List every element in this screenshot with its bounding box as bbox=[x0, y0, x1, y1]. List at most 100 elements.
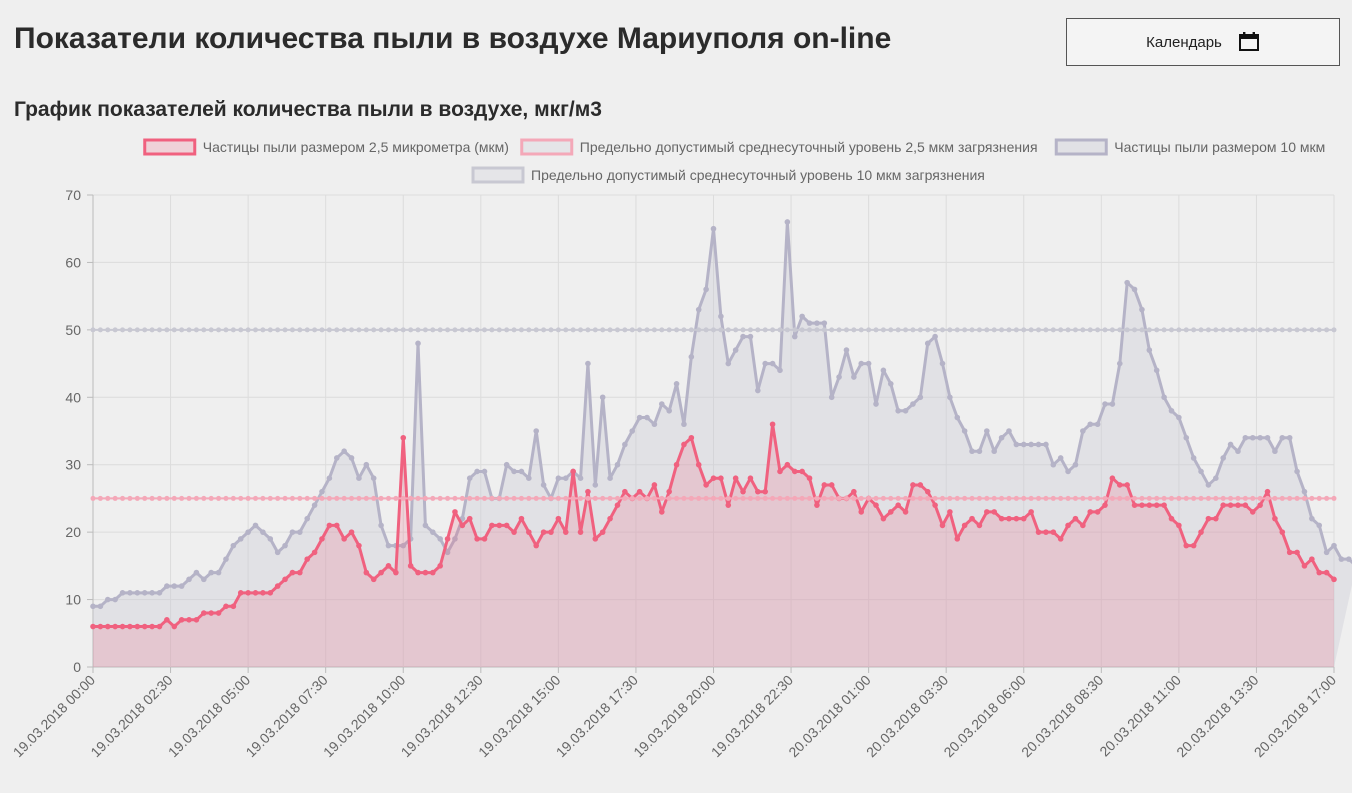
limit-point bbox=[393, 327, 399, 333]
limit-point bbox=[718, 327, 724, 333]
calendar-button[interactable]: Календарь bbox=[1066, 18, 1340, 66]
data-point bbox=[252, 590, 259, 596]
data-point bbox=[503, 461, 510, 468]
data-point bbox=[991, 509, 998, 515]
limit-point bbox=[1087, 495, 1093, 501]
limit-point bbox=[1272, 327, 1278, 333]
data-point bbox=[370, 475, 377, 482]
limit-point bbox=[511, 495, 517, 501]
limit-point bbox=[814, 327, 820, 333]
data-point bbox=[1235, 448, 1241, 455]
limit-point bbox=[733, 495, 739, 501]
limit-point bbox=[437, 327, 443, 333]
limit-point bbox=[1109, 495, 1115, 501]
limit-point bbox=[482, 327, 488, 333]
data-point bbox=[208, 610, 214, 616]
limit-point bbox=[363, 327, 369, 333]
data-point bbox=[710, 225, 717, 232]
data-point bbox=[1309, 556, 1315, 562]
limit-point bbox=[747, 327, 753, 333]
data-point bbox=[747, 333, 754, 340]
data-point bbox=[1043, 529, 1049, 535]
limit-point bbox=[378, 495, 384, 501]
data-point bbox=[777, 468, 783, 475]
data-point bbox=[710, 475, 717, 482]
x-tick-label: 20.03.2018 11:00 bbox=[1096, 672, 1184, 760]
data-point bbox=[799, 468, 805, 475]
data-point bbox=[814, 502, 820, 508]
data-point bbox=[607, 475, 613, 482]
data-point bbox=[260, 590, 266, 596]
y-tick-label: 10 bbox=[65, 592, 81, 608]
data-point bbox=[474, 536, 480, 542]
data-point bbox=[755, 387, 761, 394]
limit-point bbox=[1102, 327, 1108, 333]
data-point bbox=[718, 475, 724, 482]
data-point bbox=[969, 448, 975, 455]
limit-point bbox=[932, 327, 938, 333]
limit-point bbox=[607, 327, 613, 333]
data-point bbox=[1043, 441, 1049, 448]
data-point bbox=[104, 623, 111, 630]
data-point bbox=[1013, 515, 1020, 522]
limit-point bbox=[1168, 495, 1174, 501]
data-point bbox=[466, 515, 473, 522]
limit-point bbox=[888, 495, 894, 501]
data-point bbox=[1131, 502, 1138, 508]
data-point bbox=[112, 623, 118, 630]
data-point bbox=[1301, 488, 1308, 495]
data-point bbox=[614, 502, 621, 508]
data-point bbox=[193, 617, 200, 623]
limit-point bbox=[1235, 495, 1241, 501]
data-point bbox=[1080, 428, 1086, 434]
data-point bbox=[851, 488, 857, 495]
limit-point bbox=[637, 495, 643, 501]
data-point bbox=[1220, 455, 1226, 461]
limit-point bbox=[1013, 327, 1019, 333]
limit-point bbox=[747, 495, 753, 501]
data-point bbox=[799, 313, 805, 320]
limit-point bbox=[688, 495, 694, 501]
data-point bbox=[1345, 556, 1352, 562]
data-point bbox=[1065, 522, 1071, 529]
limit-point bbox=[1294, 327, 1300, 333]
data-point bbox=[954, 536, 961, 542]
data-point bbox=[548, 529, 554, 535]
data-point bbox=[1116, 482, 1123, 488]
limit-point bbox=[201, 495, 207, 501]
limit-point bbox=[319, 495, 325, 501]
limit-point bbox=[570, 327, 576, 333]
data-point bbox=[400, 434, 407, 441]
data-point bbox=[1131, 286, 1138, 293]
data-point bbox=[1065, 468, 1071, 475]
limit-point bbox=[1146, 327, 1152, 333]
data-point bbox=[1028, 441, 1034, 448]
data-point bbox=[363, 461, 370, 468]
series-area bbox=[93, 221, 1352, 667]
data-point bbox=[939, 360, 946, 367]
limit-point bbox=[415, 495, 421, 501]
data-point bbox=[282, 576, 288, 583]
data-point bbox=[865, 360, 872, 367]
y-tick-label: 30 bbox=[65, 457, 81, 473]
data-point bbox=[370, 576, 377, 583]
limit-point bbox=[1072, 327, 1078, 333]
data-point bbox=[577, 475, 584, 482]
data-point bbox=[127, 623, 133, 630]
x-tick-label: 19.03.2018 02:30 bbox=[87, 672, 176, 761]
limit-point bbox=[873, 327, 879, 333]
limit-point bbox=[90, 495, 96, 501]
data-point bbox=[784, 219, 791, 225]
data-point bbox=[489, 522, 495, 529]
limit-point bbox=[1043, 327, 1049, 333]
limit-point bbox=[282, 495, 288, 501]
data-point bbox=[1227, 502, 1234, 508]
data-point bbox=[1286, 549, 1293, 556]
data-point bbox=[1279, 434, 1286, 441]
limit-point bbox=[1095, 495, 1101, 501]
limit-point bbox=[1154, 327, 1160, 333]
x-tick-label: 19.03.2018 20:00 bbox=[630, 672, 719, 761]
data-point bbox=[1257, 502, 1263, 508]
data-point bbox=[880, 515, 887, 522]
data-point bbox=[1035, 441, 1042, 448]
